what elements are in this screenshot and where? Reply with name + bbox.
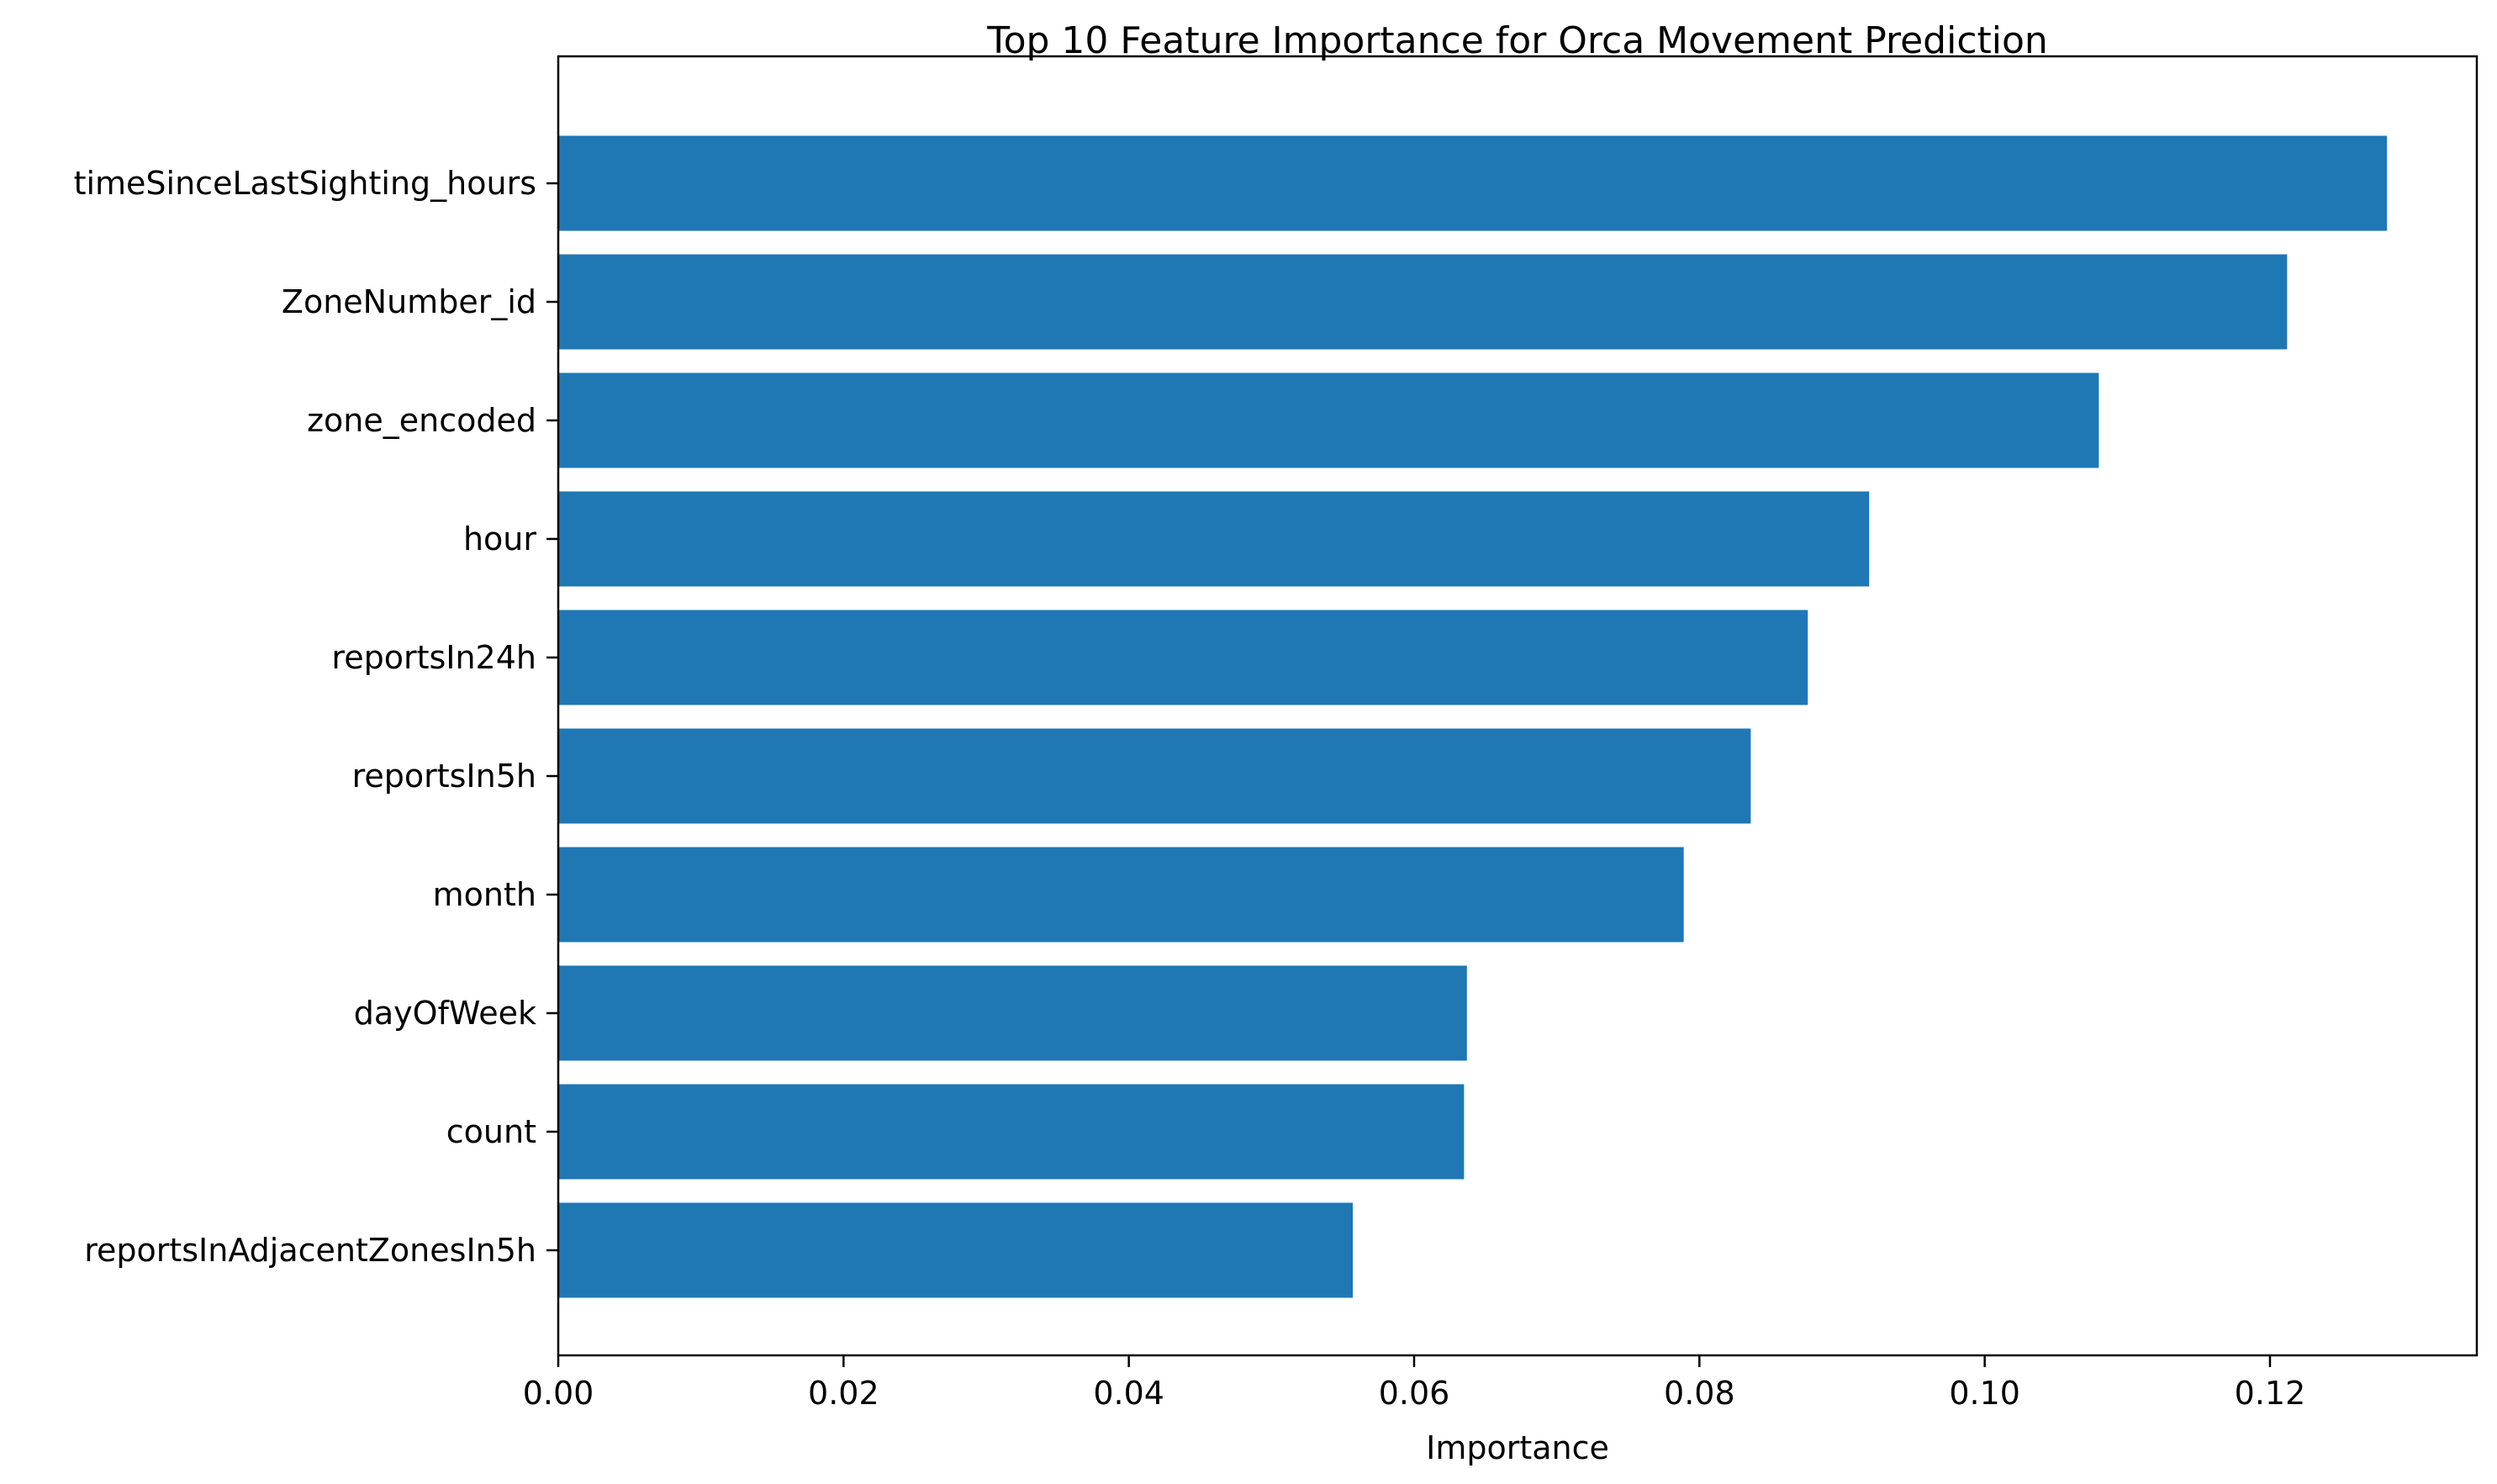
bars-group — [558, 135, 2388, 1298]
plot-area-frame — [557, 55, 2479, 1357]
y-tick-label: dayOfWeek — [354, 995, 536, 1032]
x-tick-label: 0.08 — [1664, 1375, 1735, 1412]
bar-count — [558, 1084, 1465, 1180]
y-tick-label: reportsIn24h — [331, 639, 536, 676]
x-axis-label: Importance — [1426, 1429, 1609, 1466]
y-axis-ticks: timeSinceLastSighting_hours ZoneNumber_id… — [74, 165, 558, 1269]
bar-dayOfWeek — [558, 965, 1467, 1061]
x-tick-label: 0.00 — [523, 1375, 594, 1412]
y-tick-label: month — [433, 876, 536, 913]
x-tick-label: 0.06 — [1379, 1375, 1450, 1412]
x-tick-label: 0.12 — [2235, 1375, 2306, 1412]
x-tick-label: 0.04 — [1093, 1375, 1164, 1412]
y-tick-label: ZoneNumber_id — [282, 283, 536, 320]
bar-reportsInAdjacentZonesIn5h — [558, 1202, 1354, 1298]
y-tick-label: reportsIn5h — [352, 758, 536, 795]
bar-reportsIn5h — [558, 728, 1751, 824]
y-tick-label: reportsInAdjacentZonesIn5h — [84, 1232, 536, 1269]
bar-zone_encoded — [558, 372, 2099, 468]
bar-ZoneNumber_id — [558, 254, 2288, 350]
bar-month — [558, 847, 1684, 943]
y-tick-label: count — [446, 1113, 536, 1150]
y-tick-label: timeSinceLastSighting_hours — [74, 165, 536, 202]
chart-title: Top 10 Feature Importance for Orca Movem… — [986, 19, 2048, 62]
bar-hour — [558, 491, 1870, 587]
x-axis-ticks: 0.00 0.02 0.04 0.06 0.08 0.10 0.12 — [523, 1355, 2306, 1412]
bar-timeSinceLastSighting_hours — [558, 135, 2388, 231]
bar-reportsIn24h — [558, 610, 1808, 705]
x-tick-label: 0.10 — [1949, 1375, 2020, 1412]
x-tick-label: 0.02 — [808, 1375, 879, 1412]
y-tick-label: zone_encoded — [307, 402, 536, 439]
y-tick-label: hour — [463, 520, 536, 557]
